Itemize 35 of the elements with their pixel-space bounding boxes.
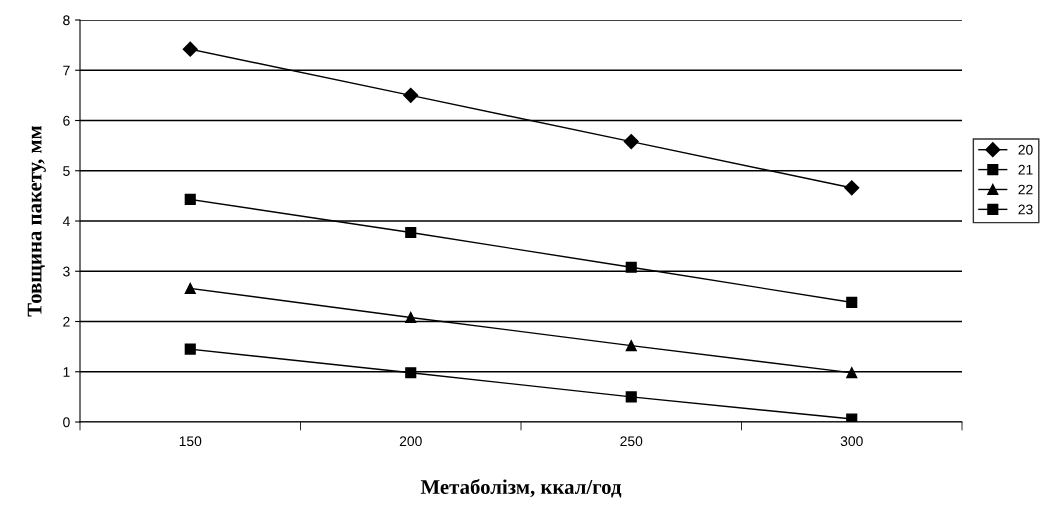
point xyxy=(403,87,419,103)
legend-label: 21 xyxy=(1018,164,1033,175)
y-tick-label: 3 xyxy=(63,266,70,277)
point xyxy=(623,134,639,150)
point xyxy=(405,311,417,324)
point xyxy=(405,227,417,239)
x-tick-label: 250 xyxy=(620,436,643,447)
x-tick-label: 300 xyxy=(840,436,863,447)
point xyxy=(846,296,858,308)
point xyxy=(625,261,637,273)
x-tick-label: 200 xyxy=(399,436,422,447)
legend-label: 20 xyxy=(1018,144,1033,155)
point xyxy=(846,367,858,379)
point xyxy=(182,41,198,57)
x-axis-title: Метаболізм, ккал/год xyxy=(420,478,622,498)
point xyxy=(184,343,196,355)
y-tick-label: 5 xyxy=(63,166,70,176)
point xyxy=(184,282,196,294)
y-axis-title: Товщина пакету, мм xyxy=(27,125,46,317)
y-tick-label: 6 xyxy=(63,115,70,126)
point xyxy=(184,193,196,205)
y-tick-label: 1 xyxy=(63,367,70,377)
legend-label: 22 xyxy=(1018,184,1033,195)
point xyxy=(846,413,858,422)
y-tick-label: 8 xyxy=(63,15,70,26)
y-tick-label: 7 xyxy=(63,65,70,76)
y-tick-label: 4 xyxy=(62,216,70,227)
y-tick-label: 0 xyxy=(63,417,70,428)
point xyxy=(625,391,637,403)
point xyxy=(405,367,417,379)
point xyxy=(625,340,637,352)
legend-label: 23 xyxy=(1018,204,1033,215)
y-tick-label: 2 xyxy=(63,316,70,327)
x-tick-label: 150 xyxy=(179,436,202,447)
point xyxy=(844,180,860,196)
